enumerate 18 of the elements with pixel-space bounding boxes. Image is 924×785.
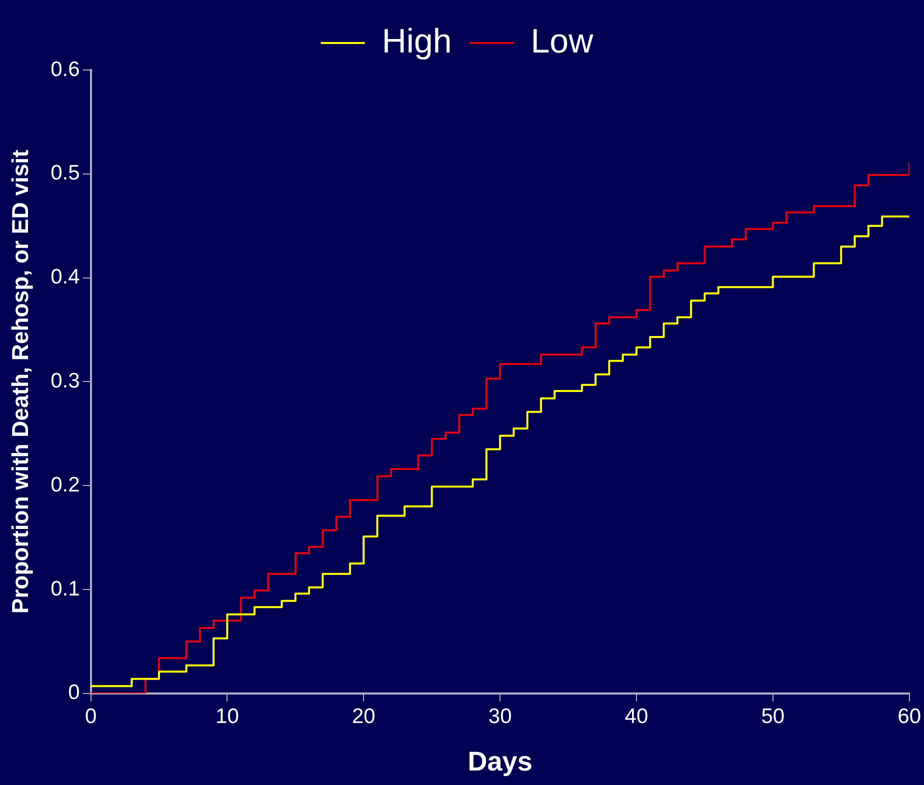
- y-tick-label: 0.6: [50, 58, 80, 81]
- y-tick-label: 0: [68, 681, 80, 704]
- x-tick-label: 40: [624, 704, 648, 728]
- y-axis-title: Proportion with Death, Rehosp, or ED visit: [7, 149, 34, 614]
- y-tick-label: 0.1: [50, 577, 80, 600]
- x-tick-label: 50: [761, 704, 785, 728]
- x-axis-title: Days: [468, 746, 532, 776]
- x-tick-label: 10: [216, 704, 239, 728]
- x-tick-label: 60: [898, 704, 921, 728]
- legend-label: High: [382, 22, 452, 60]
- x-tick-label: 30: [488, 704, 512, 728]
- y-tick-label: 0.4: [50, 266, 80, 289]
- legend-label: Low: [530, 22, 594, 60]
- y-tick-label: 0.2: [50, 473, 80, 496]
- x-tick-label: 20: [352, 704, 376, 728]
- x-tick-label: 0: [84, 704, 97, 728]
- y-tick-label: 0.3: [50, 369, 80, 392]
- y-tick-label: 0.5: [50, 162, 80, 185]
